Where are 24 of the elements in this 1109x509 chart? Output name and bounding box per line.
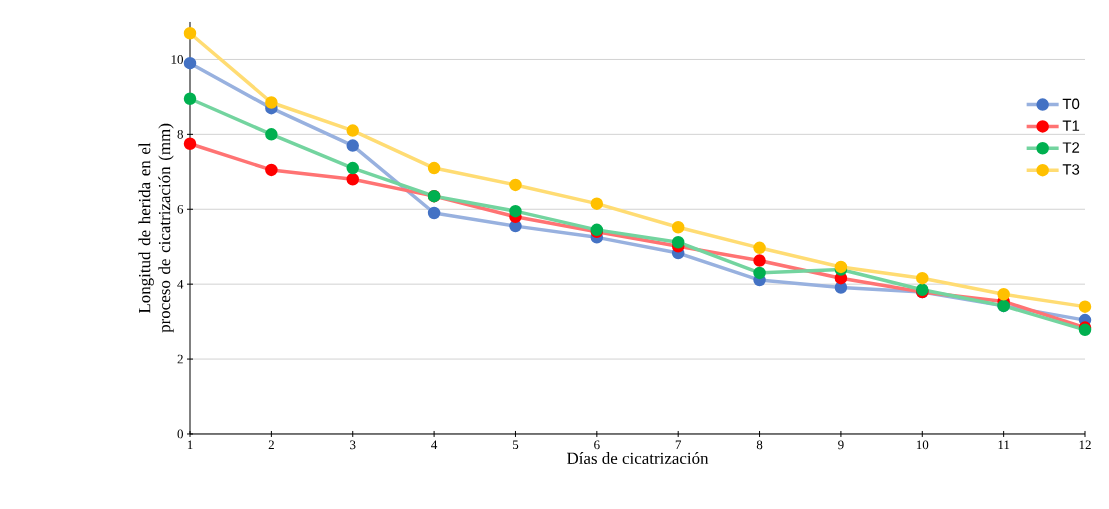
y-axis-title: Longitud de herida en el proceso de cicatrización (mm): [138, 123, 174, 333]
x-tick-label: 3: [350, 440, 356, 450]
x-tick-label: 12: [1079, 440, 1091, 450]
legend-label: T0: [1062, 98, 1080, 110]
y-tick-label: 4: [177, 279, 184, 289]
y-tick-label: 10: [171, 55, 183, 64]
y-tick-label: 6: [177, 204, 184, 214]
x-tick-label: 11: [998, 440, 1010, 450]
legend-label: T2: [1062, 142, 1080, 153]
x-tick-label: 5: [512, 440, 519, 450]
x-tick-label: 6: [594, 440, 600, 450]
x-tick-label: 8: [756, 440, 763, 450]
x-tick-label: 4: [431, 440, 438, 450]
legend-label: T1: [1062, 120, 1080, 131]
x-tick-label: 9: [838, 440, 844, 450]
legend-label: T3: [1062, 164, 1080, 175]
x-tick-label: 1: [187, 440, 193, 450]
y-tick-label: 2: [177, 354, 183, 364]
x-axis-title: Días de cicatrización: [566, 452, 709, 465]
x-tick-label: 2: [268, 440, 274, 450]
y-tick-label: 0: [177, 429, 183, 439]
x-tick-label: 7: [675, 440, 682, 449]
y-tick-label: 8: [177, 129, 183, 139]
x-tick-label: 10: [916, 440, 929, 450]
